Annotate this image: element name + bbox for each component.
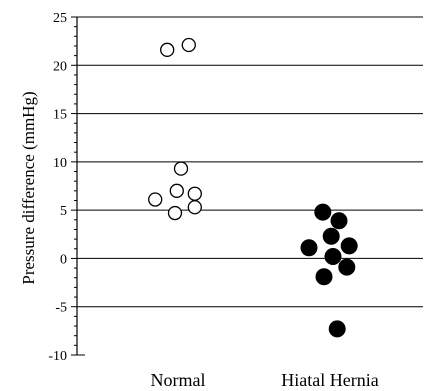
filled-circle-point xyxy=(322,227,340,245)
open-circle-point xyxy=(187,186,202,201)
y-tick-label: 15 xyxy=(53,108,67,123)
open-circle-point xyxy=(148,192,163,207)
open-circle-point xyxy=(169,183,184,198)
category-label: Normal xyxy=(151,370,206,390)
open-circle-point xyxy=(167,205,183,221)
filled-circle-point xyxy=(314,203,332,221)
y-tick-label: 5 xyxy=(60,204,67,219)
filled-circle-point xyxy=(340,237,358,255)
y-axis-label: Pressure difference (mmHg) xyxy=(19,91,38,284)
filled-circle-point xyxy=(330,212,348,230)
category-labels: Normal Hiatal Hernia xyxy=(151,370,379,390)
y-axis xyxy=(71,16,85,356)
open-circle-point xyxy=(187,200,202,215)
filled-circle-point xyxy=(338,258,356,276)
y-tick-label: 25 xyxy=(53,11,67,26)
grid-lines xyxy=(77,16,423,308)
y-tick-label: 20 xyxy=(53,59,67,74)
filled-circle-point xyxy=(324,247,342,265)
filled-circle-point xyxy=(328,320,346,338)
open-circle-point xyxy=(173,161,189,176)
filled-circle-point xyxy=(315,268,333,286)
data-points xyxy=(148,37,358,338)
category-label: Hiatal Hernia xyxy=(281,370,378,390)
y-tick-labels: 25 20 15 10 5 0 -5 -10 xyxy=(48,11,67,364)
y-tick-label: -5 xyxy=(55,301,67,316)
open-circle-point xyxy=(160,42,175,57)
y-tick-label: 10 xyxy=(53,156,67,171)
filled-circle-point xyxy=(300,239,318,257)
y-tick-label: 0 xyxy=(60,252,67,267)
y-tick-label: -10 xyxy=(48,349,67,364)
open-circle-point xyxy=(181,37,196,53)
